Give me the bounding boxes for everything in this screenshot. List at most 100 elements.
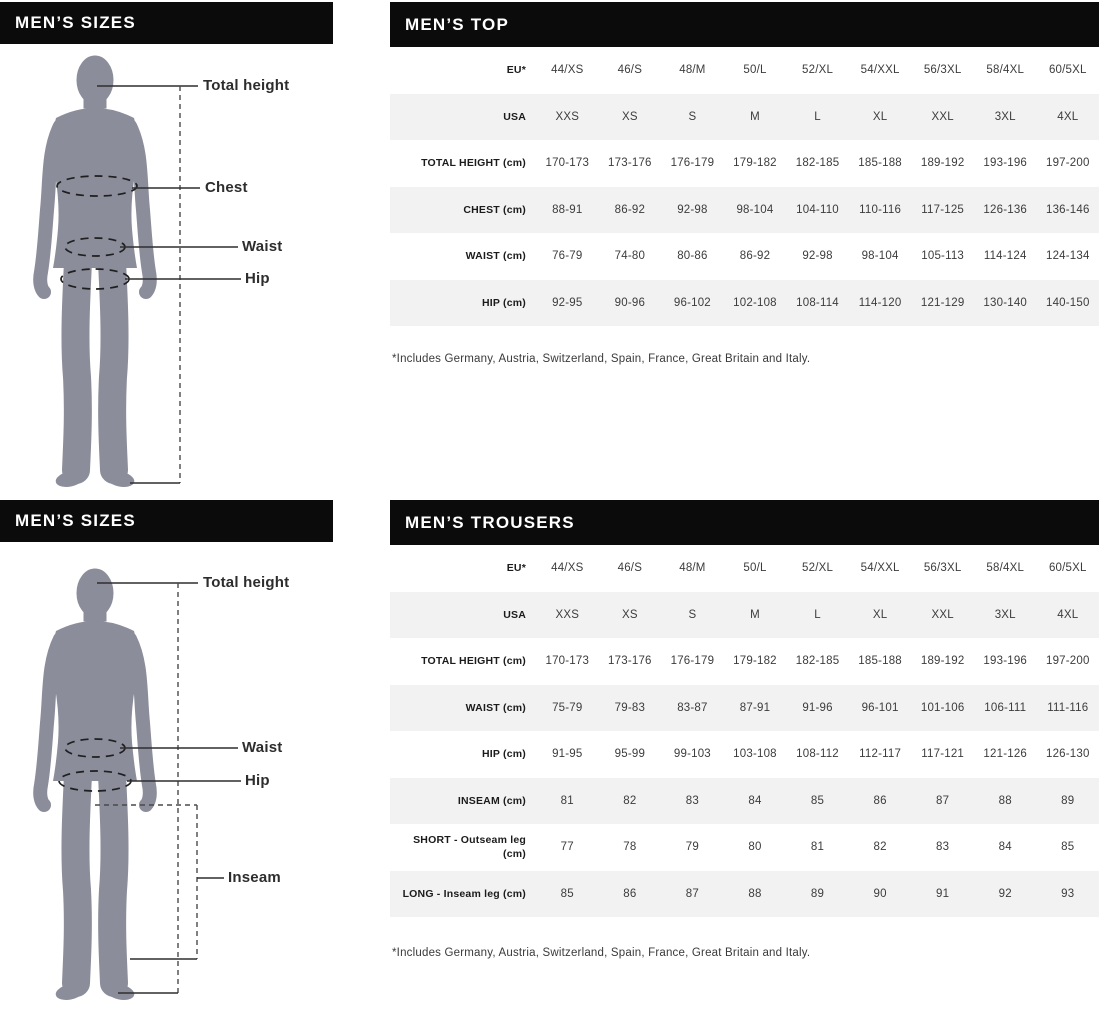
size-cell: 91-95 [552,748,583,761]
size-cell: 44/XS [551,64,584,77]
size-cell: 179-182 [733,655,777,668]
table-row: TOTAL HEIGHT (cm) 170-173 173-176 176-17… [390,638,1099,685]
size-cell: XS [621,608,638,621]
size-cell: 88 [748,887,762,900]
size-cell: 82 [623,794,637,807]
table-row: TOTAL HEIGHT (cm) 170-173 173-176 176-17… [390,140,1099,187]
size-cell: 173-176 [608,157,652,170]
row-label: USA [503,110,526,123]
row-label: TOTAL HEIGHT (cm) [421,655,526,668]
table-row: INSEAM (cm) 81 82 83 84 85 86 87 88 89 [390,777,1099,824]
table-row: WAIST (cm) 75-79 79-83 83-87 87-91 91-96… [390,684,1099,731]
size-cell: 54/XXL [860,562,900,575]
male-figure-diagram [33,55,241,487]
size-cell: 182-185 [795,655,840,668]
size-cell: 77 [560,841,574,854]
size-cell: 126-130 [1045,748,1090,761]
size-cell: 126-136 [983,203,1028,216]
size-cell: 124-134 [1045,250,1090,263]
mens-top-table: EU* 44/XS 46/S 48/M 50/L 52/XL 54/XXL 56… [390,47,1099,326]
size-cell: 83 [936,841,950,854]
size-cell: 170-173 [545,655,590,668]
banner-title: MEN’S TOP [405,14,510,34]
waist-label: Waist [242,238,283,255]
table-row: HIP (cm) 92-95 90-96 96-102 102-108 108-… [390,279,1099,326]
size-cell: M [750,608,760,621]
size-cell: 86 [873,794,887,807]
banner-title: MEN’S SIZES [15,511,136,530]
total-height-label: Total height [203,77,290,94]
size-cell: 78 [623,841,637,854]
size-cell: 170-173 [545,157,590,170]
size-cell: XXS [555,608,580,621]
size-cell: 85 [1061,841,1075,854]
size-cell: 96-101 [861,701,899,714]
size-cell: 44/XS [551,562,584,575]
size-cell: 98-104 [736,203,774,216]
size-cell: 102-108 [733,296,777,309]
size-cell: 189-192 [920,655,965,668]
size-cell: 56/3XL [923,562,962,575]
size-cell: S [688,608,697,621]
banner-title: MEN’S TROUSERS [405,512,575,532]
size-cell: 60/5XL [1048,562,1087,575]
size-cell: 50/L [743,562,767,575]
size-cell: 3XL [994,608,1016,621]
size-cell: 140-150 [1045,296,1090,309]
size-cell: 84 [998,841,1012,854]
table-row: EU* 44/XS 46/S 48/M 50/L 52/XL 54/XXL 56… [390,47,1099,94]
size-cell: 185-188 [858,655,902,668]
size-cell: 121-129 [920,296,965,309]
size-cell: 48/M [679,562,706,575]
size-cell: 110-116 [859,203,902,216]
row-label: EU* [506,64,526,77]
size-cell: 52/XL [802,64,834,77]
size-cell: 79 [685,841,699,854]
size-cell: 105-113 [921,250,965,263]
size-cell: 112-117 [859,748,902,761]
row-label: LONG - Inseam leg (cm) [402,887,526,900]
size-cell: 85 [810,794,825,807]
table-row: SHORT - Outseam leg (cm) 77 78 79 80 81 … [390,824,1099,871]
size-cell: 193-196 [983,655,1028,668]
size-cell: XL [872,110,888,123]
size-cell: 93 [1061,887,1075,900]
size-cell: L [814,608,821,621]
row-label: EU* [506,562,526,575]
size-cell: 95-99 [614,748,646,761]
mens-sizes-banner-bottom: MEN’S SIZES [0,500,333,542]
size-cell: 89 [810,887,825,900]
size-cell: 86-92 [614,203,646,216]
size-cell: 48/M [679,64,706,77]
size-cell: 111-116 [1047,701,1089,714]
size-cell: 92-98 [802,250,833,263]
size-cell: 179-182 [733,157,777,170]
size-cell: XXL [931,608,954,621]
chest-label: Chest [205,179,248,196]
chest-ellipse [56,175,138,197]
size-cell: 197-200 [1045,655,1090,668]
table-row: EU* 44/XS 46/S 48/M 50/L 52/XL 54/XXL 56… [390,545,1099,592]
size-cell: 96-102 [673,296,711,309]
size-cell: M [750,110,760,123]
size-cell: 84 [748,794,762,807]
table-row: USA XXS XS S M L XL XXL 3XL 4XL [390,93,1099,140]
size-cell: 86-92 [739,250,771,263]
size-cell: 197-200 [1045,157,1090,170]
size-cell: 92-98 [677,203,708,216]
size-cell: 75-79 [552,701,583,714]
size-cell: 80-86 [677,250,708,263]
size-cell: XXL [931,110,954,123]
table-row: HIP (cm) 91-95 95-99 99-103 103-108 108-… [390,731,1099,778]
row-label: USA [503,608,526,621]
size-cell: 108-114 [796,296,839,309]
size-cell: 54/XXL [860,64,900,77]
row-label: CHEST (cm) [463,203,526,216]
size-cell: 83 [685,794,699,807]
size-cell: 185-188 [858,157,902,170]
size-cell: 83-87 [677,701,708,714]
row-label: INSEAM (cm) [457,794,526,807]
size-cell: 103-108 [733,748,777,761]
row-label: SHORT - Outseam leg (cm) [413,834,526,861]
size-cell: 56/3XL [923,64,962,77]
